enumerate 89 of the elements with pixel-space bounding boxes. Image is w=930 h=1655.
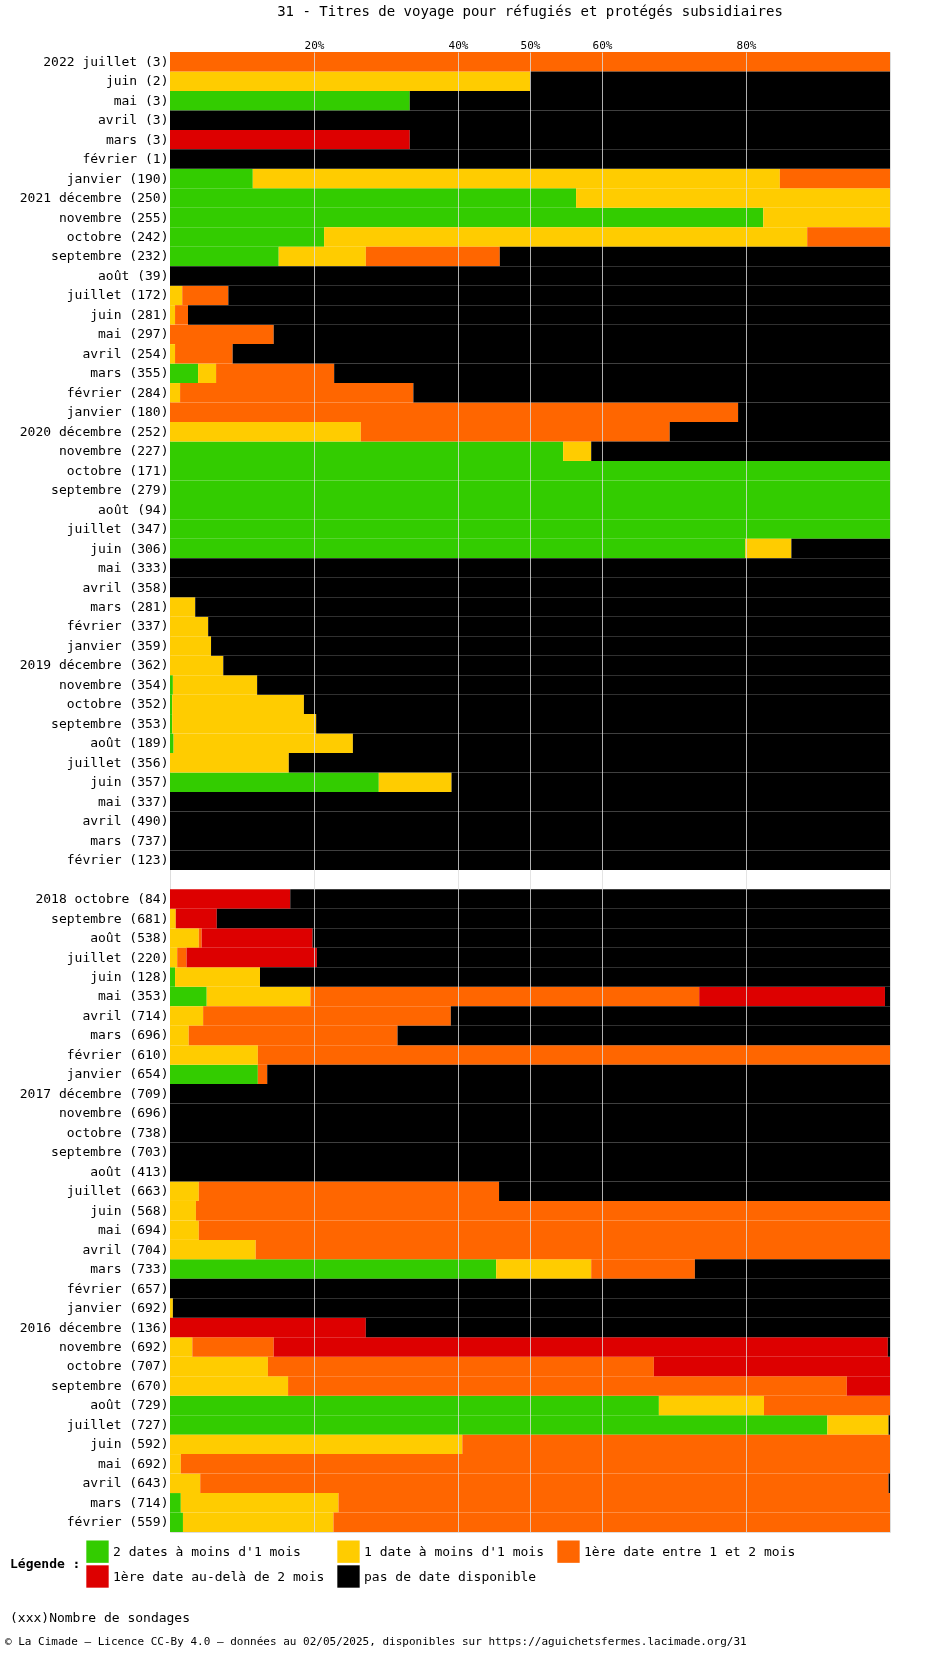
y-tick-label: juin (357) (90, 774, 169, 790)
y-tick-label: juin (306) (90, 540, 169, 556)
y-tick-label: septembre (670) (51, 1377, 169, 1393)
y-tick-label: août (94) (98, 501, 169, 517)
y-tick-label: novembre (354) (58, 676, 169, 692)
y-tick-label: septembre (681) (51, 910, 169, 926)
y-tick-label: octobre (707) (66, 1358, 169, 1374)
y-tick-label: février (559) (66, 1514, 169, 1530)
y-tick-label: 2016 décembre (136) (19, 1319, 169, 1335)
y-tick-label: juin (2) (105, 73, 169, 89)
x-tick-label: 50% (520, 38, 541, 52)
y-tick-label: avril (490) (82, 813, 169, 829)
y-tick-label: août (413) (90, 1163, 169, 1179)
y-tick-label: janvier (359) (66, 637, 169, 653)
y-tick-label: août (729) (90, 1397, 169, 1413)
y-tick-label: janvier (180) (66, 404, 169, 420)
y-tick-label: mars (733) (90, 1261, 169, 1277)
y-tick-label: avril (714) (82, 1007, 169, 1023)
y-tick-label: avril (254) (82, 345, 169, 361)
y-tick-label: juin (281) (90, 306, 169, 322)
y-tick-label: mars (355) (90, 365, 169, 381)
y-tick-label: mars (714) (90, 1494, 169, 1510)
y-tick-label: avril (704) (82, 1241, 169, 1257)
y-tick-label: août (189) (90, 735, 169, 751)
y-tick-label: juin (568) (90, 1202, 169, 1218)
y-tick-label: juillet (220) (66, 949, 169, 965)
y-tick-label: avril (643) (82, 1475, 169, 1491)
y-tick-label: octobre (352) (66, 696, 169, 712)
y-tick-label: février (123) (66, 852, 169, 868)
y-tick-label: août (538) (90, 930, 169, 946)
y-tick-label: juin (592) (90, 1436, 169, 1452)
text: © La Cimade — Licence CC-By 4.0 — données au 02/05/2025, disponibles sur https://aguichetsfermes.lacimade.org/31 (5, 1635, 747, 1648)
y-tick-label: novembre (696) (58, 1105, 169, 1121)
y-tick-label: novembre (255) (58, 209, 169, 225)
y-tick-label: octobre (171) (66, 462, 169, 478)
y-tick-label: avril (3) (98, 112, 169, 128)
y-tick-label: février (284) (66, 384, 169, 400)
y-tick-label: mars (737) (90, 832, 169, 848)
y-tick-label: juillet (663) (66, 1183, 169, 1199)
y-tick-label: 2019 décembre (362) (19, 657, 169, 673)
legend-label: 2 dates à moins d'1 mois (113, 1543, 301, 1559)
y-tick-label: juillet (356) (66, 754, 169, 770)
x-tick-label: 60% (592, 38, 613, 52)
y-tick-label: mars (696) (90, 1027, 169, 1043)
legend-label: 1ère date entre 1 et 2 mois (584, 1543, 796, 1559)
chart-title: 31 - Titres de voyage pour réfugiés et protégés subsidiaires (277, 3, 783, 19)
text: (xxx)Nombre de sondages (10, 1610, 191, 1625)
y-tick-label: juillet (727) (66, 1416, 169, 1432)
y-tick-label: juin (128) (90, 969, 169, 984)
x-tick-label: 20% (304, 38, 325, 52)
y-tick-label: 2018 octobre (84) (35, 891, 169, 907)
x-tick-label: 80% (736, 38, 757, 52)
legend-label: pas de date disponible (364, 1568, 537, 1584)
x-tick-label: 40% (448, 38, 469, 52)
y-tick-label: mars (3) (105, 131, 169, 147)
y-tick-label: juillet (347) (66, 521, 169, 537)
y-tick-label: mars (281) (90, 599, 169, 614)
y-tick-label: septembre (353) (51, 715, 169, 731)
y-tick-label: 2021 décembre (250) (19, 190, 169, 206)
y-tick-label: septembre (279) (51, 482, 169, 498)
y-tick-label: février (610) (66, 1046, 169, 1062)
legend-title: Légende : (10, 1556, 81, 1571)
y-tick-label: 2022 juillet (3) (43, 53, 169, 69)
y-tick-label: 2017 décembre (709) (19, 1085, 169, 1101)
y-tick-label: juillet (172) (66, 287, 169, 303)
y-tick-label: septembre (232) (51, 248, 169, 264)
y-tick-label: octobre (738) (66, 1124, 169, 1140)
y-tick-label: janvier (692) (66, 1300, 169, 1316)
y-tick-label: février (337) (66, 618, 169, 634)
y-tick-label: mai (692) (98, 1455, 169, 1471)
y-tick-label: novembre (227) (58, 443, 169, 459)
y-tick-label: 2020 décembre (252) (19, 423, 169, 439)
y-tick-label: mai (333) (98, 560, 169, 576)
y-tick-label: octobre (242) (66, 229, 169, 244)
y-tick-label: août (39) (98, 267, 169, 283)
y-tick-label: mai (297) (98, 326, 169, 342)
y-tick-label: avril (358) (82, 579, 169, 595)
y-tick-label: février (1) (82, 151, 169, 167)
y-tick-label: janvier (190) (66, 170, 169, 186)
y-tick-label: novembre (692) (58, 1339, 169, 1354)
legend-label: 1 date à moins d'1 mois (364, 1543, 545, 1559)
y-tick-label: mai (3) (113, 92, 169, 108)
legend-label: 1ère date au-delà de 2 mois (113, 1568, 325, 1584)
y-tick-label: janvier (654) (66, 1066, 169, 1082)
y-tick-label: mai (353) (98, 988, 169, 1004)
y-tick-label: mai (337) (98, 793, 169, 809)
y-tick-label: février (657) (66, 1280, 169, 1296)
y-tick-label: mai (694) (98, 1222, 169, 1238)
y-tick-label: septembre (703) (51, 1144, 169, 1160)
